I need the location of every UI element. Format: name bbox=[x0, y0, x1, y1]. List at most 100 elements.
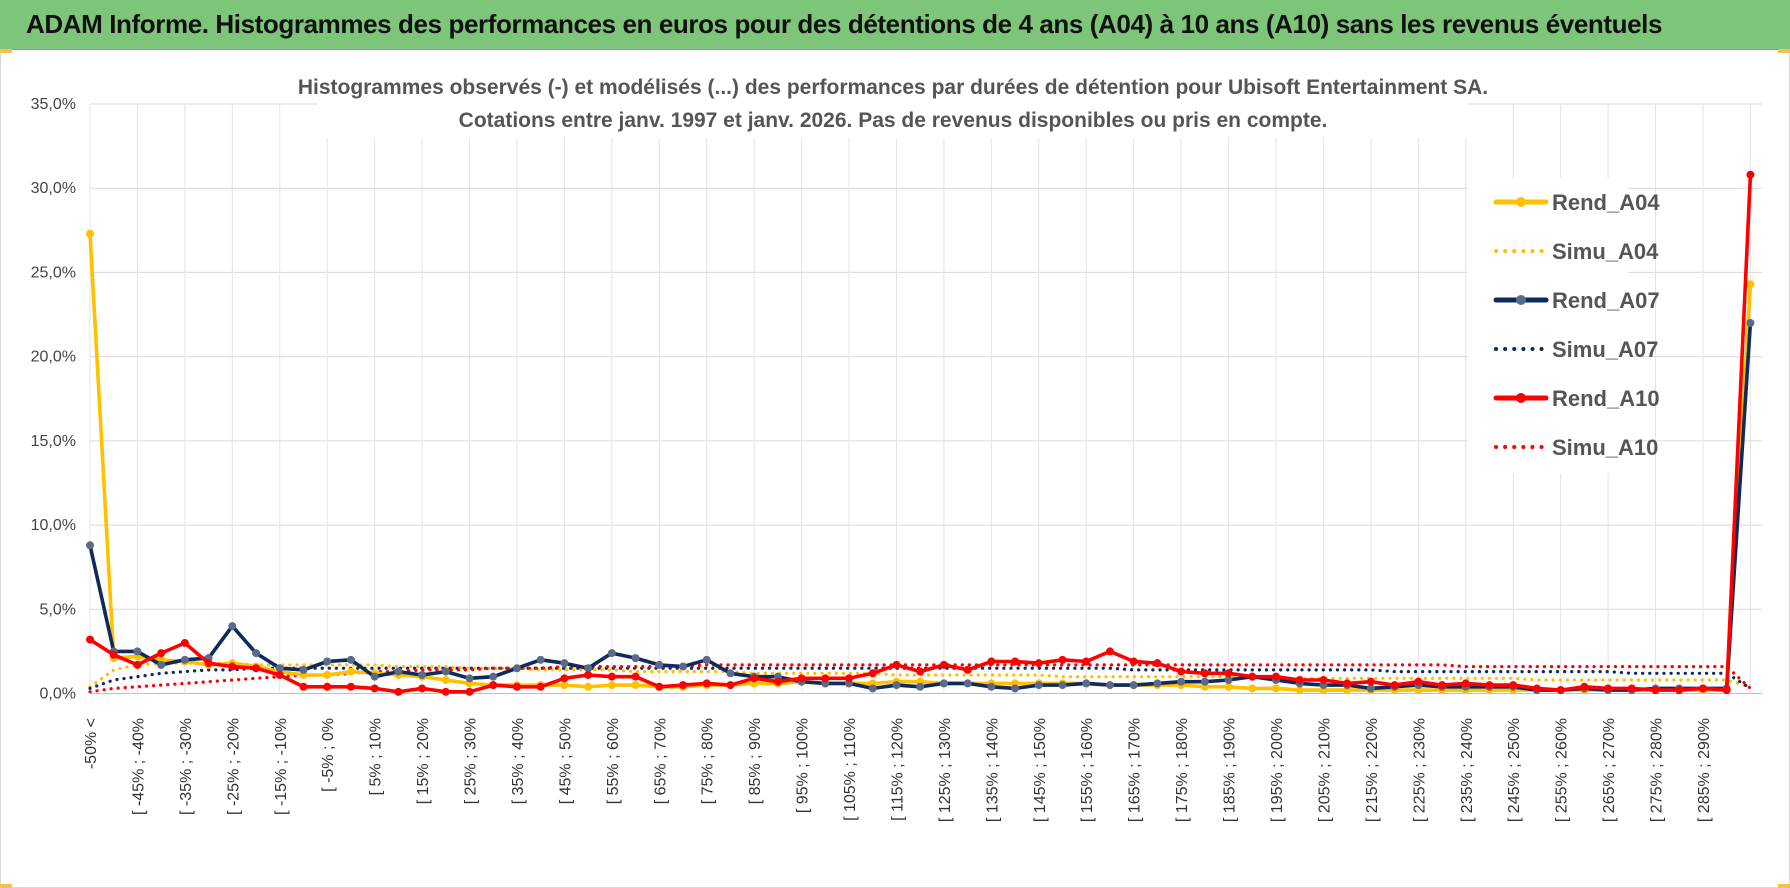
series-point-rend-a07 bbox=[1177, 677, 1186, 686]
series-point-rend-a10 bbox=[607, 672, 616, 681]
series-point-rend-a07 bbox=[536, 655, 545, 664]
series-point-rend-a07 bbox=[228, 622, 237, 631]
series-point-rend-a10 bbox=[1556, 686, 1565, 695]
series-point-rend-a10 bbox=[1248, 672, 1257, 681]
series-point-rend-a07 bbox=[465, 674, 474, 683]
series-point-rend-a10 bbox=[512, 682, 521, 691]
legend-label-simu-a10: Simu_A10 bbox=[1552, 435, 1658, 460]
gridlines bbox=[89, 103, 1763, 694]
series-point-rend-a07 bbox=[1011, 684, 1020, 693]
series-point-rend-a04 bbox=[560, 681, 569, 690]
series-point-rend-a10 bbox=[1414, 677, 1423, 686]
x-axis-ticks: -50% < [ -45% ; -40% [ -35% ; -30% [ -25% ;… bbox=[83, 718, 1713, 822]
corner-accent-bottom-left bbox=[0, 884, 12, 888]
legend-label-rend-a04: Rend_A04 bbox=[1552, 190, 1660, 215]
x-tick-label: [ 65% ; 70% bbox=[652, 718, 669, 804]
series-point-rend-a10 bbox=[1509, 681, 1518, 690]
series-point-rend-a10 bbox=[821, 674, 830, 683]
series-point-rend-a07 bbox=[1746, 318, 1755, 327]
series-point-rend-a10 bbox=[560, 674, 569, 683]
series-point-rend-a10 bbox=[726, 681, 735, 690]
series-point-rend-a10 bbox=[773, 677, 782, 686]
legend-label-rend-a10: Rend_A10 bbox=[1552, 386, 1660, 411]
x-tick-label: [ 175% ; 180% bbox=[1174, 718, 1191, 822]
series-point-rend-a07 bbox=[1082, 679, 1091, 688]
series-point-rend-a10 bbox=[1532, 684, 1541, 693]
series-point-rend-a10 bbox=[1105, 647, 1114, 656]
series-point-rend-a10 bbox=[133, 660, 142, 669]
y-tick-label: 20,0% bbox=[31, 349, 76, 366]
series-point-rend-a04 bbox=[441, 676, 450, 685]
series-point-rend-a07 bbox=[1034, 681, 1043, 690]
legend-label-simu-a04: Simu_A04 bbox=[1552, 239, 1659, 264]
series-point-rend-a10 bbox=[631, 672, 640, 681]
x-tick-label: [ 205% ; 210% bbox=[1316, 718, 1333, 822]
series-point-rend-a07 bbox=[86, 541, 94, 550]
series-point-rend-a07 bbox=[1105, 681, 1114, 690]
x-tick-label: [ 215% ; 220% bbox=[1364, 718, 1381, 822]
series-point-rend-a07 bbox=[679, 662, 687, 671]
chart-title: Histogrammes observés (-) et modélisés (… bbox=[298, 68, 1488, 138]
series-point-rend-a10 bbox=[987, 657, 996, 666]
series-point-rend-a10 bbox=[1295, 676, 1304, 685]
x-tick-label: [ -5% ; 0% bbox=[320, 718, 337, 792]
series-point-rend-a04 bbox=[607, 681, 616, 690]
corner-accent-bottom-right bbox=[1778, 884, 1790, 888]
series-point-rend-a10 bbox=[1224, 669, 1233, 678]
series-point-rend-a10 bbox=[370, 684, 379, 693]
series-point-rend-a10 bbox=[1461, 679, 1470, 688]
series-point-rend-a10 bbox=[939, 660, 948, 669]
series-point-rend-a04 bbox=[323, 670, 332, 679]
series-point-rend-a10 bbox=[655, 682, 664, 691]
series-point-rend-a10 bbox=[489, 681, 498, 690]
series-point-rend-a04 bbox=[1746, 280, 1755, 289]
x-tick-label: [ 185% ; 190% bbox=[1222, 718, 1239, 822]
series-point-rend-a07 bbox=[441, 667, 450, 676]
series-point-rend-a10 bbox=[1034, 659, 1043, 668]
series-point-rend-a10 bbox=[1722, 686, 1731, 695]
series-point-rend-a04 bbox=[86, 229, 94, 238]
series-point-rend-a04 bbox=[1248, 684, 1257, 693]
x-tick-label: [ 45% ; 50% bbox=[557, 718, 574, 804]
series-point-rend-a10 bbox=[1604, 684, 1613, 693]
series-point-rend-a10 bbox=[1129, 657, 1138, 666]
series-point-rend-a04 bbox=[584, 682, 593, 691]
series-point-rend-a07 bbox=[299, 665, 308, 674]
x-tick-label: [ -15% ; -10% bbox=[273, 718, 290, 815]
chart-title-background bbox=[318, 68, 1468, 138]
series-point-rend-a10 bbox=[86, 635, 94, 644]
series-point-rend-a07 bbox=[252, 649, 261, 658]
series-point-rend-a10 bbox=[346, 682, 355, 691]
series-point-rend-a10 bbox=[584, 670, 593, 679]
series-point-rend-a10 bbox=[1627, 684, 1636, 693]
corner-accent-right bbox=[1778, 49, 1790, 53]
legend-label-rend-a07: Rend_A07 bbox=[1552, 288, 1660, 313]
series-point-rend-a04 bbox=[631, 681, 640, 690]
series-point-rend-a10 bbox=[1675, 686, 1684, 695]
series-point-rend-a10 bbox=[1082, 657, 1091, 666]
legend-marker bbox=[1516, 393, 1526, 403]
x-tick-label: [ -35% ; -30% bbox=[178, 718, 195, 815]
series-point-rend-a07 bbox=[418, 670, 427, 679]
x-tick-label: [ 35% ; 40% bbox=[510, 718, 527, 804]
series-point-rend-a07 bbox=[1366, 684, 1375, 693]
series-point-rend-a10 bbox=[1390, 681, 1399, 690]
x-tick-label: [ 265% ; 270% bbox=[1601, 718, 1618, 822]
series-point-rend-a07 bbox=[157, 660, 166, 669]
series-point-rend-a07 bbox=[584, 664, 593, 673]
corner-accent-left bbox=[0, 49, 12, 53]
x-tick-label: [ 5% ; 10% bbox=[368, 718, 385, 795]
series-point-rend-a07 bbox=[939, 679, 948, 688]
x-tick-label: [ 95% ; 100% bbox=[795, 718, 812, 813]
x-tick-label: [ 115% ; 120% bbox=[889, 718, 906, 821]
data-series bbox=[86, 170, 1755, 696]
report-title: ADAM Informe. Histogrammes des performan… bbox=[26, 9, 1663, 39]
legend: Rend_A04 Simu_A04 Rend_A07 Simu_A07 Rend_A10… bbox=[1468, 178, 1660, 473]
x-tick-label: [ -45% ; -40% bbox=[130, 718, 147, 815]
series-point-rend-a10 bbox=[323, 682, 332, 691]
series-point-rend-a07 bbox=[726, 669, 735, 678]
series-point-rend-a10 bbox=[797, 674, 806, 683]
x-tick-label: [ 275% ; 280% bbox=[1649, 718, 1666, 822]
y-tick-label: 10,0% bbox=[31, 517, 76, 534]
x-tick-label: [ 55% ; 60% bbox=[605, 718, 622, 804]
